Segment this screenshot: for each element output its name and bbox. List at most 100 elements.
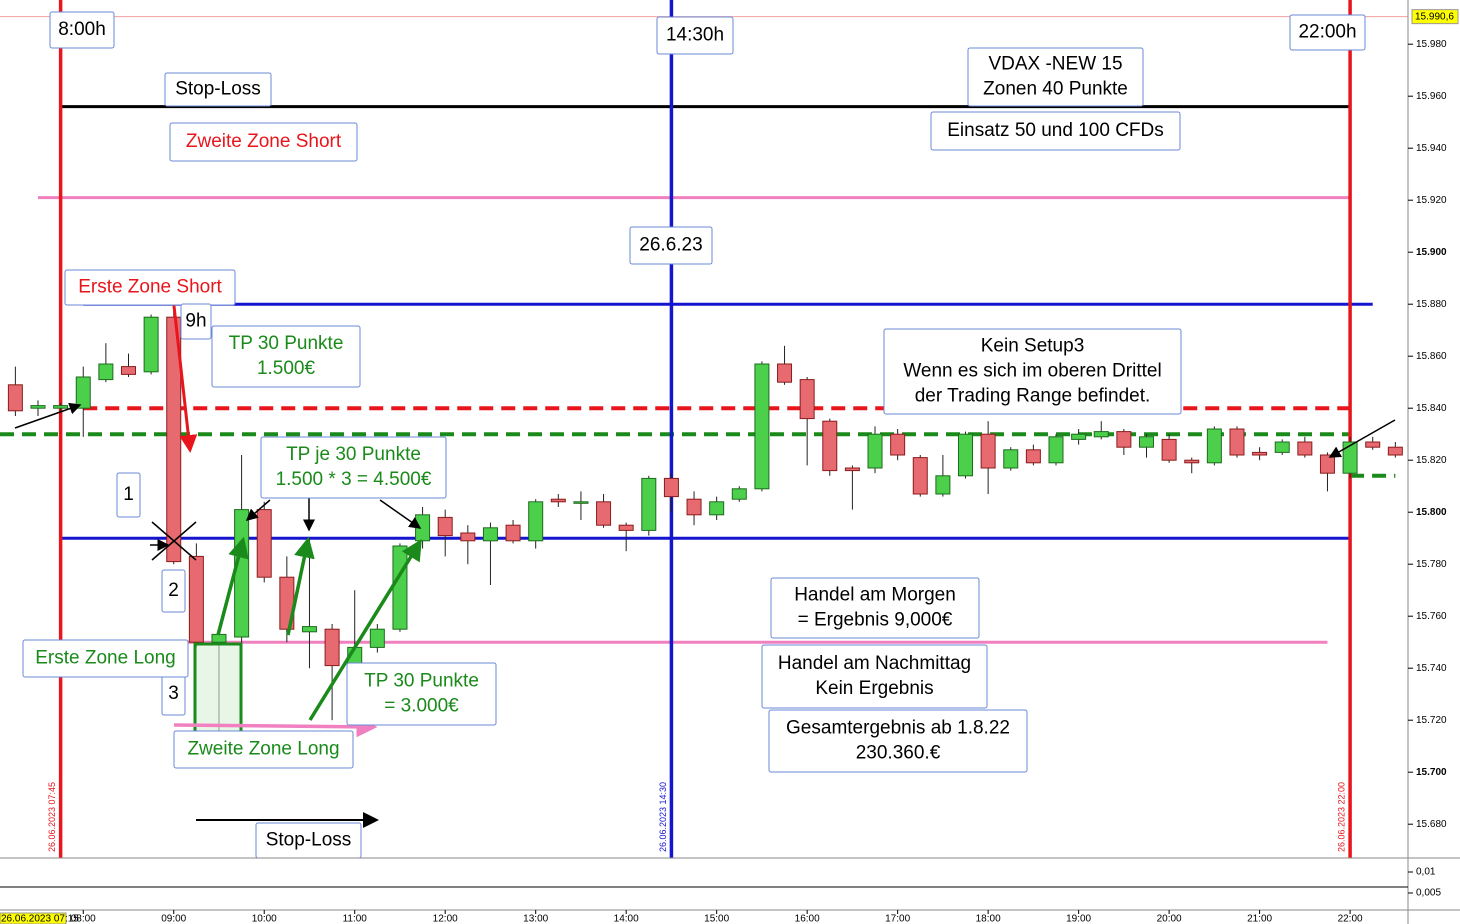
annotation-text: Zonen 40 Punkte [983,79,1128,100]
candle-body [844,467,860,472]
x-tick-label: 20:00 [1157,914,1182,924]
candle-body [709,501,725,516]
candle-body [1071,433,1087,440]
x-tick-label: 15:00 [704,914,729,924]
annotation-text: 22:00h [1298,22,1356,43]
y-tick-label: 15.880 [1416,299,1447,310]
candle-body [980,433,996,469]
y-tick-label: 15.900 [1416,247,1447,258]
candle-body [482,527,498,542]
annotation-text: TP 30 Punkte [229,333,344,354]
candle-body [867,433,883,469]
arrow [170,287,198,453]
candle-body [1252,451,1268,456]
annotation-box [656,16,734,55]
y-tick-label: 15.720 [1416,715,1447,726]
annotation-text: 1.500 * 3 = 4.500€ [276,469,432,490]
candle-body [528,501,544,542]
candle-body [596,501,612,526]
annotation-text: Zweite Zone Short [186,131,342,152]
candle-body [1274,441,1290,453]
annotation-text: 230.360.€ [856,743,941,764]
annotation-text: 14:30h [666,25,724,46]
candle-body [1184,459,1200,464]
annotation-text: Erste Zone Long [35,648,175,669]
session-label: 26.06.2023 14:30 [658,782,668,852]
candle-body [234,509,250,638]
annotation-text: Kein Ergebnis [815,678,933,699]
annotation-text: TP 30 Punkte [364,671,479,692]
y-tick-label: 15.700 [1416,767,1447,778]
y-tick-label: 15.920 [1416,195,1447,206]
candle-body [1229,428,1245,456]
candle-body [1048,436,1064,464]
y-tick-label: 15.860 [1416,351,1447,362]
annotation-box [211,325,361,388]
candle-body [7,384,23,412]
annotation-box [161,569,186,613]
x-tick-label: 11:00 [343,914,368,924]
annotation-text: 1 [123,484,134,505]
y-tick-label: 15.820 [1416,455,1447,466]
candle-body [686,498,702,516]
candle-body [392,545,408,630]
candle-body [1365,441,1381,448]
session-label: 26.06.2023 22:00 [1336,782,1346,852]
candle-body [53,405,69,409]
candle-body [1003,449,1019,469]
x-tick-label: 21:00 [1247,914,1272,924]
annotation-text: Zweite Zone Long [187,739,339,760]
annotation-box [1289,14,1366,51]
y-tick-label: 15.680 [1416,819,1447,830]
arrow [286,536,315,636]
x-tick-label: 09:00 [161,914,186,924]
x-tick-label: 17:00 [885,914,910,924]
candle-body [120,366,136,375]
annotation-text: 1.500€ [257,358,316,379]
x-tick-label: 13:00 [523,914,548,924]
candle-body [211,633,227,643]
annotation-text: = 3.000€ [384,696,459,717]
x-tick-label: 10:00 [252,914,277,924]
arrow [216,536,249,636]
y-tick-label: 15.740 [1416,663,1447,674]
candle-body [324,628,340,667]
annotation-text: Wenn es sich im oberen Drittel [903,361,1161,382]
arrow [379,499,422,529]
x-tick-label: 12:00 [433,914,458,924]
x-tick-label: 16:00 [795,914,820,924]
annotation-box [930,111,1181,151]
annotation-text: 2 [168,580,179,601]
annotation-box [169,122,358,162]
x-tick-label: 19:00 [1066,914,1091,924]
candle-body [731,488,747,500]
annotation-text: 26.6.23 [639,235,702,256]
annotation-text: Handel am Nachmittag [778,653,971,674]
arrow [173,716,378,738]
candle-body [777,363,793,383]
candle-body [505,524,521,542]
annotation-box [116,472,141,518]
candle-body [1138,436,1154,448]
annotation-text: 8:00h [58,19,106,40]
indicator-tick-label: 0,01 [1416,867,1436,878]
candle-body [30,405,46,409]
y-tick-label: 15.940 [1416,143,1447,154]
annotation-box [49,11,115,49]
x-tick-label: 08:00 [71,914,96,924]
cursor-time-label: 26.06.2023 07:15 [1,914,79,924]
candle-body [550,498,566,503]
annotation-box [768,709,1028,773]
candle-body [415,514,431,542]
arrow [245,499,271,521]
last-price-tag [1411,9,1459,25]
cursor-time-tag [0,912,67,924]
candle-body [618,524,634,531]
candle-body [912,457,928,495]
annotation-box [260,436,447,499]
candle-body [369,628,385,648]
candle-body [1161,438,1177,461]
candle-body [641,477,657,531]
candle-body [301,626,317,633]
